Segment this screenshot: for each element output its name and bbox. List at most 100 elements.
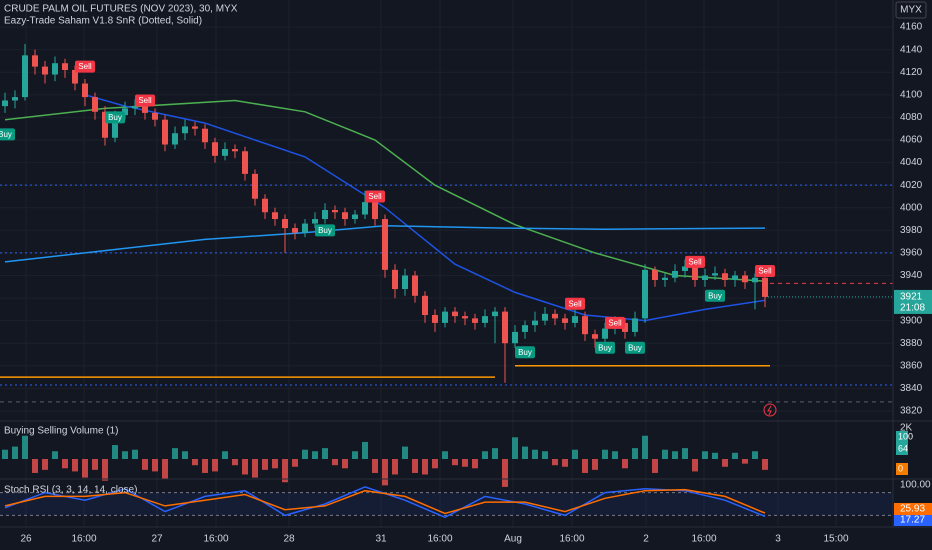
moving-average	[4, 225, 766, 263]
volume-bar	[682, 448, 688, 459]
candle-body	[372, 202, 378, 220]
x-tick-label: 16:00	[691, 534, 716, 545]
y-tick-label: 4140	[900, 44, 923, 55]
volume-value-box	[896, 463, 908, 475]
volume-title: Buying Selling Volume (1)	[4, 426, 119, 437]
candle-body	[362, 202, 368, 215]
candle-body	[502, 311, 508, 344]
candle-body	[472, 318, 478, 323]
candle-body	[562, 318, 568, 323]
volume-bar	[632, 448, 638, 459]
candle-body	[492, 311, 498, 317]
volume-bar	[672, 451, 678, 459]
signal-label: Sell	[78, 62, 92, 71]
volume-bar	[402, 446, 408, 459]
y-tick-label: 4040	[900, 157, 923, 168]
signal-box	[625, 341, 645, 354]
volume-value: 100	[898, 431, 913, 441]
x-tick-label: 16:00	[427, 534, 452, 545]
chart-title: CRUDE PALM OIL FUTURES (NOV 2023), 30, M…	[4, 4, 238, 15]
candle-body	[692, 266, 698, 280]
x-tick-label: Aug	[504, 534, 522, 545]
moving-average	[4, 99, 766, 282]
candle-body	[422, 295, 428, 315]
currency[interactable]: MYX	[900, 5, 922, 16]
candle-body	[682, 266, 688, 271]
candle-body	[262, 198, 268, 213]
volume-bar	[432, 459, 438, 469]
signal-box	[515, 346, 535, 359]
volume-value: 0	[898, 463, 903, 473]
volume-bar	[602, 449, 608, 459]
signal-label: Sell	[568, 299, 582, 308]
candle-body	[212, 142, 218, 156]
candle-body	[572, 316, 578, 323]
volume-bar	[172, 448, 178, 459]
volume-bar	[732, 452, 738, 459]
candle-body	[22, 55, 28, 98]
y-tick-label: 3840	[900, 383, 923, 394]
candle-body	[2, 100, 8, 107]
signal-label: Buy	[318, 226, 332, 235]
volume-bar	[482, 451, 488, 459]
volume-bar	[192, 459, 198, 466]
volume-bar	[212, 459, 218, 472]
volume-bar	[692, 459, 698, 472]
signal-box	[75, 60, 95, 73]
volume-bar	[252, 459, 258, 478]
volume-bar	[342, 459, 348, 469]
candle-body	[752, 277, 758, 283]
volume-bar	[742, 459, 748, 464]
signal-box	[685, 255, 705, 268]
alert-bolt	[767, 405, 772, 416]
stoch-tick-label: 100.00	[900, 480, 931, 491]
currency-box[interactable]	[895, 1, 927, 19]
candle-body	[112, 115, 118, 138]
volume-bar	[542, 451, 548, 459]
signal-box	[105, 111, 125, 124]
volume-bar	[412, 459, 418, 473]
volume-bar	[642, 435, 648, 459]
volume-bar	[32, 459, 38, 473]
x-tick-label: 28	[283, 534, 295, 545]
volume-bar	[322, 448, 328, 459]
candle-body	[242, 151, 248, 174]
candle-body	[32, 55, 38, 67]
volume-value: 64	[898, 443, 908, 453]
x-tick-label: 3	[775, 534, 781, 545]
signal-label: Buy	[0, 130, 12, 139]
x-tick-label: 16:00	[559, 534, 584, 545]
candle-body	[322, 210, 328, 220]
candle-body	[272, 212, 278, 220]
volume-bar	[562, 459, 568, 467]
volume-bar	[132, 449, 138, 459]
candle-body	[122, 108, 128, 116]
volume-bar	[452, 459, 458, 466]
x-tick-label: 2	[643, 534, 649, 545]
volume-bar	[492, 448, 498, 459]
candle-body	[622, 322, 628, 332]
volume-bar	[702, 451, 708, 459]
volume-bar	[162, 459, 168, 480]
candle-body	[102, 111, 108, 138]
volume-bar	[242, 459, 248, 475]
volume-bar	[282, 459, 288, 483]
signal-box	[315, 224, 335, 237]
candle-body	[442, 311, 448, 323]
candle-body	[712, 273, 718, 276]
signal-label: Sell	[608, 319, 622, 328]
volume-bar	[92, 459, 98, 470]
y-tick-label: 4100	[900, 89, 923, 100]
alert-icon[interactable]	[763, 403, 777, 417]
candle-body	[132, 106, 138, 109]
stoch-value-box	[894, 514, 932, 526]
candle-body	[522, 325, 528, 332]
volume-bar	[502, 459, 508, 487]
volume-bar	[752, 451, 758, 459]
candle-body	[652, 269, 658, 280]
volume-bar	[202, 459, 208, 473]
moving-average	[84, 94, 766, 322]
last-price-label: 3921	[900, 292, 923, 303]
signal-label: Buy	[108, 113, 122, 122]
candle-body	[252, 173, 258, 199]
